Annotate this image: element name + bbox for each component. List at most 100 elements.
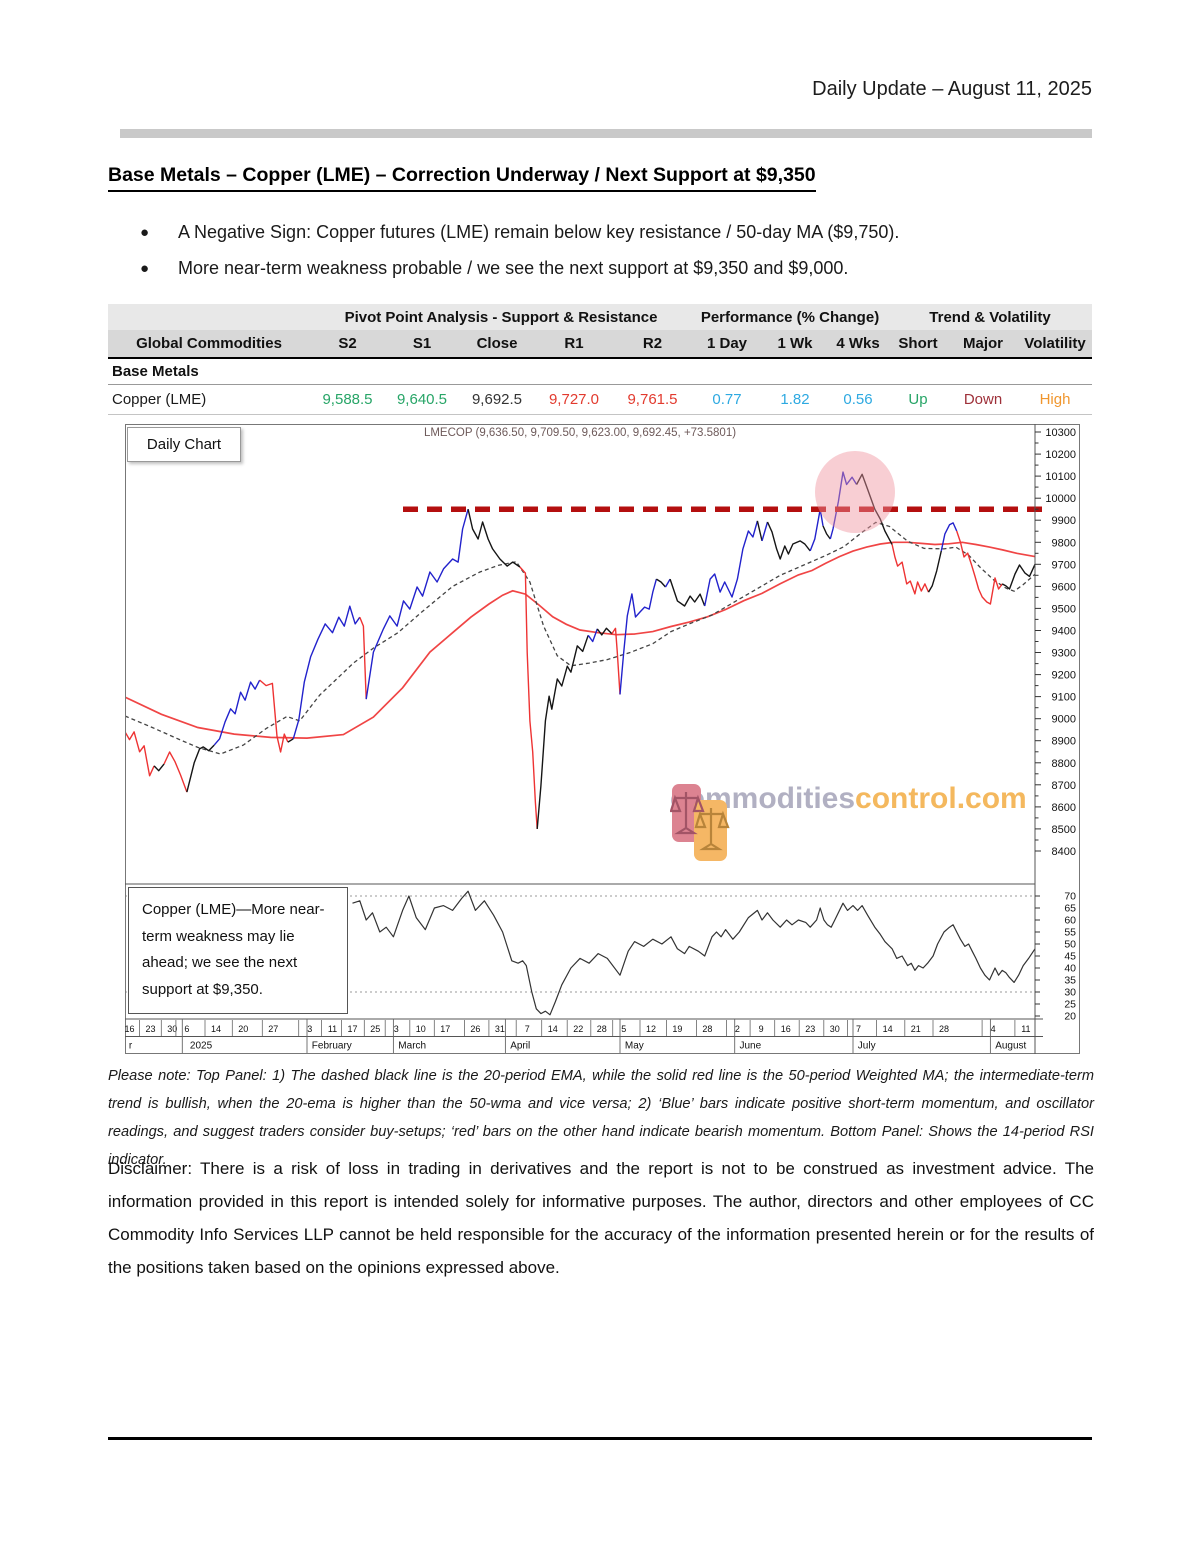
svg-text:June: June <box>740 1041 762 1052</box>
cell-s1: 9,640.5 <box>396 391 448 408</box>
svg-text:8900: 8900 <box>1052 736 1076 748</box>
svg-text:July: July <box>858 1041 876 1052</box>
svg-text:5: 5 <box>621 1024 626 1034</box>
svg-text:8700: 8700 <box>1052 780 1076 792</box>
svg-text:9200: 9200 <box>1052 670 1076 682</box>
svg-text:20: 20 <box>1064 1011 1076 1023</box>
svg-text:9600: 9600 <box>1052 581 1076 593</box>
table-group-header-row: Pivot Point Analysis - Support & Resista… <box>108 304 1092 330</box>
svg-text:16: 16 <box>781 1024 791 1034</box>
svg-text:26: 26 <box>470 1024 480 1034</box>
col-header-volatility: Volatility <box>1024 335 1086 352</box>
svg-text:55: 55 <box>1064 927 1076 939</box>
svg-text:April: April <box>510 1041 530 1052</box>
svg-text:2025: 2025 <box>190 1041 213 1052</box>
col-header-1wk: 1 Wk <box>777 335 813 352</box>
cell-s2: 9,588.5 <box>322 391 373 408</box>
pivot-analysis-table: Pivot Point Analysis - Support & Resista… <box>108 304 1092 415</box>
table-column-header-row: Global Commodities S2 S1 Close R1 R2 1 D… <box>108 330 1092 359</box>
svg-text:9100: 9100 <box>1052 692 1076 704</box>
col-header-close: Close <box>476 335 518 352</box>
svg-text:8800: 8800 <box>1052 758 1076 770</box>
disclaimer-text: Disclaimer: There is a risk of loss in t… <box>108 1159 1094 1278</box>
svg-text:35: 35 <box>1064 975 1076 987</box>
svg-text:8600: 8600 <box>1052 802 1076 814</box>
cell-1wk-change: 1.82 <box>780 391 810 408</box>
table-section-row: Base Metals <box>108 359 1092 385</box>
svg-text:10: 10 <box>416 1024 426 1034</box>
cell-1day-change: 0.77 <box>712 391 742 408</box>
col-header-s2: S2 <box>338 335 357 352</box>
cell-4wks-change: 0.56 <box>843 391 873 408</box>
cell-commodity-name: Copper (LME) <box>112 391 207 408</box>
svg-text:25: 25 <box>1064 999 1076 1011</box>
svg-text:19: 19 <box>672 1024 682 1034</box>
svg-text:9400: 9400 <box>1052 626 1076 638</box>
svg-text:10200: 10200 <box>1045 449 1076 461</box>
section-row-label: Base Metals <box>112 363 199 380</box>
svg-text:11: 11 <box>1021 1024 1030 1034</box>
svg-text:10300: 10300 <box>1045 427 1076 439</box>
svg-text:August: August <box>995 1041 1026 1052</box>
svg-text:2: 2 <box>735 1024 740 1034</box>
svg-text:9300: 9300 <box>1052 648 1076 660</box>
col-header-s1: S1 <box>412 335 432 352</box>
svg-text:3: 3 <box>394 1024 399 1034</box>
col-header-r1: R1 <box>564 335 584 352</box>
svg-text:9800: 9800 <box>1052 537 1076 549</box>
svg-text:23: 23 <box>805 1024 815 1034</box>
bullet-text: A Negative Sign: Copper futures (LME) re… <box>178 222 900 242</box>
svg-text:May: May <box>625 1041 644 1052</box>
svg-text:r: r <box>129 1041 133 1052</box>
svg-text:9000: 9000 <box>1052 714 1076 726</box>
chart-title: LMECOP (9,636.50, 9,709.50, 9,623.00, 9,… <box>423 427 737 439</box>
col-header-r2: R2 <box>642 335 663 352</box>
svg-text:9700: 9700 <box>1052 559 1076 571</box>
svg-text:23: 23 <box>145 1024 155 1034</box>
svg-text:17: 17 <box>440 1024 450 1034</box>
svg-text:8400: 8400 <box>1052 846 1076 858</box>
svg-text:30: 30 <box>167 1024 177 1034</box>
report-date-header: Daily Update – August 11, 2025 <box>812 78 1092 100</box>
footer-divider-line <box>108 1437 1092 1440</box>
svg-text:45: 45 <box>1064 951 1076 963</box>
bullet-icon: ● <box>140 260 150 277</box>
svg-text:20: 20 <box>238 1024 248 1034</box>
svg-text:40: 40 <box>1064 963 1076 975</box>
cell-major-trend: Down <box>963 391 1003 408</box>
svg-text:12: 12 <box>646 1024 656 1034</box>
col-header-4wks: 4 Wks <box>836 335 880 352</box>
col-header-short: Short <box>898 335 938 352</box>
svg-text:14: 14 <box>211 1024 221 1034</box>
svg-text:22: 22 <box>573 1024 583 1034</box>
svg-text:March: March <box>398 1041 426 1052</box>
svg-text:28: 28 <box>702 1024 712 1034</box>
col-header-global-commodities: Global Commodities <box>136 335 282 352</box>
svg-text:7: 7 <box>525 1024 530 1034</box>
svg-text:10100: 10100 <box>1045 471 1076 483</box>
section-title: Base Metals – Copper (LME) – Correction … <box>108 164 816 192</box>
svg-text:28: 28 <box>939 1024 949 1034</box>
group-header-performance: Performance (% Change) <box>700 308 880 326</box>
svg-text:14: 14 <box>883 1024 893 1034</box>
svg-text:27: 27 <box>268 1024 278 1034</box>
header-divider-bar <box>120 129 1092 138</box>
svg-text:50: 50 <box>1064 939 1076 951</box>
cell-short-trend: Up <box>908 391 928 408</box>
daily-chart-label-box: Daily Chart <box>127 427 241 462</box>
svg-text:30: 30 <box>830 1024 840 1034</box>
svg-text:30: 30 <box>1064 987 1076 999</box>
svg-text:16: 16 <box>125 1024 135 1034</box>
cell-r2: 9,761.5 <box>627 391 678 408</box>
cell-volatility: High <box>1039 391 1071 408</box>
svg-text:9900: 9900 <box>1052 515 1076 527</box>
svg-text:3: 3 <box>307 1024 312 1034</box>
svg-text:65: 65 <box>1064 903 1076 915</box>
svg-text:4: 4 <box>991 1024 996 1034</box>
svg-text:70: 70 <box>1064 891 1076 903</box>
svg-text:9500: 9500 <box>1052 603 1076 615</box>
cell-r1: 9,727.0 <box>548 391 600 408</box>
bullet-item: ● A Negative Sign: Copper futures (LME) … <box>140 222 1100 243</box>
svg-text:11: 11 <box>328 1024 337 1034</box>
